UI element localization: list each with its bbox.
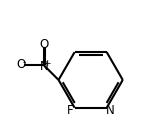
Text: -: - (22, 58, 26, 67)
Text: O: O (17, 59, 26, 71)
Text: +: + (43, 59, 51, 68)
Text: N: N (106, 104, 115, 117)
Text: F: F (67, 104, 74, 117)
Text: N: N (40, 60, 49, 73)
Text: O: O (40, 38, 49, 51)
